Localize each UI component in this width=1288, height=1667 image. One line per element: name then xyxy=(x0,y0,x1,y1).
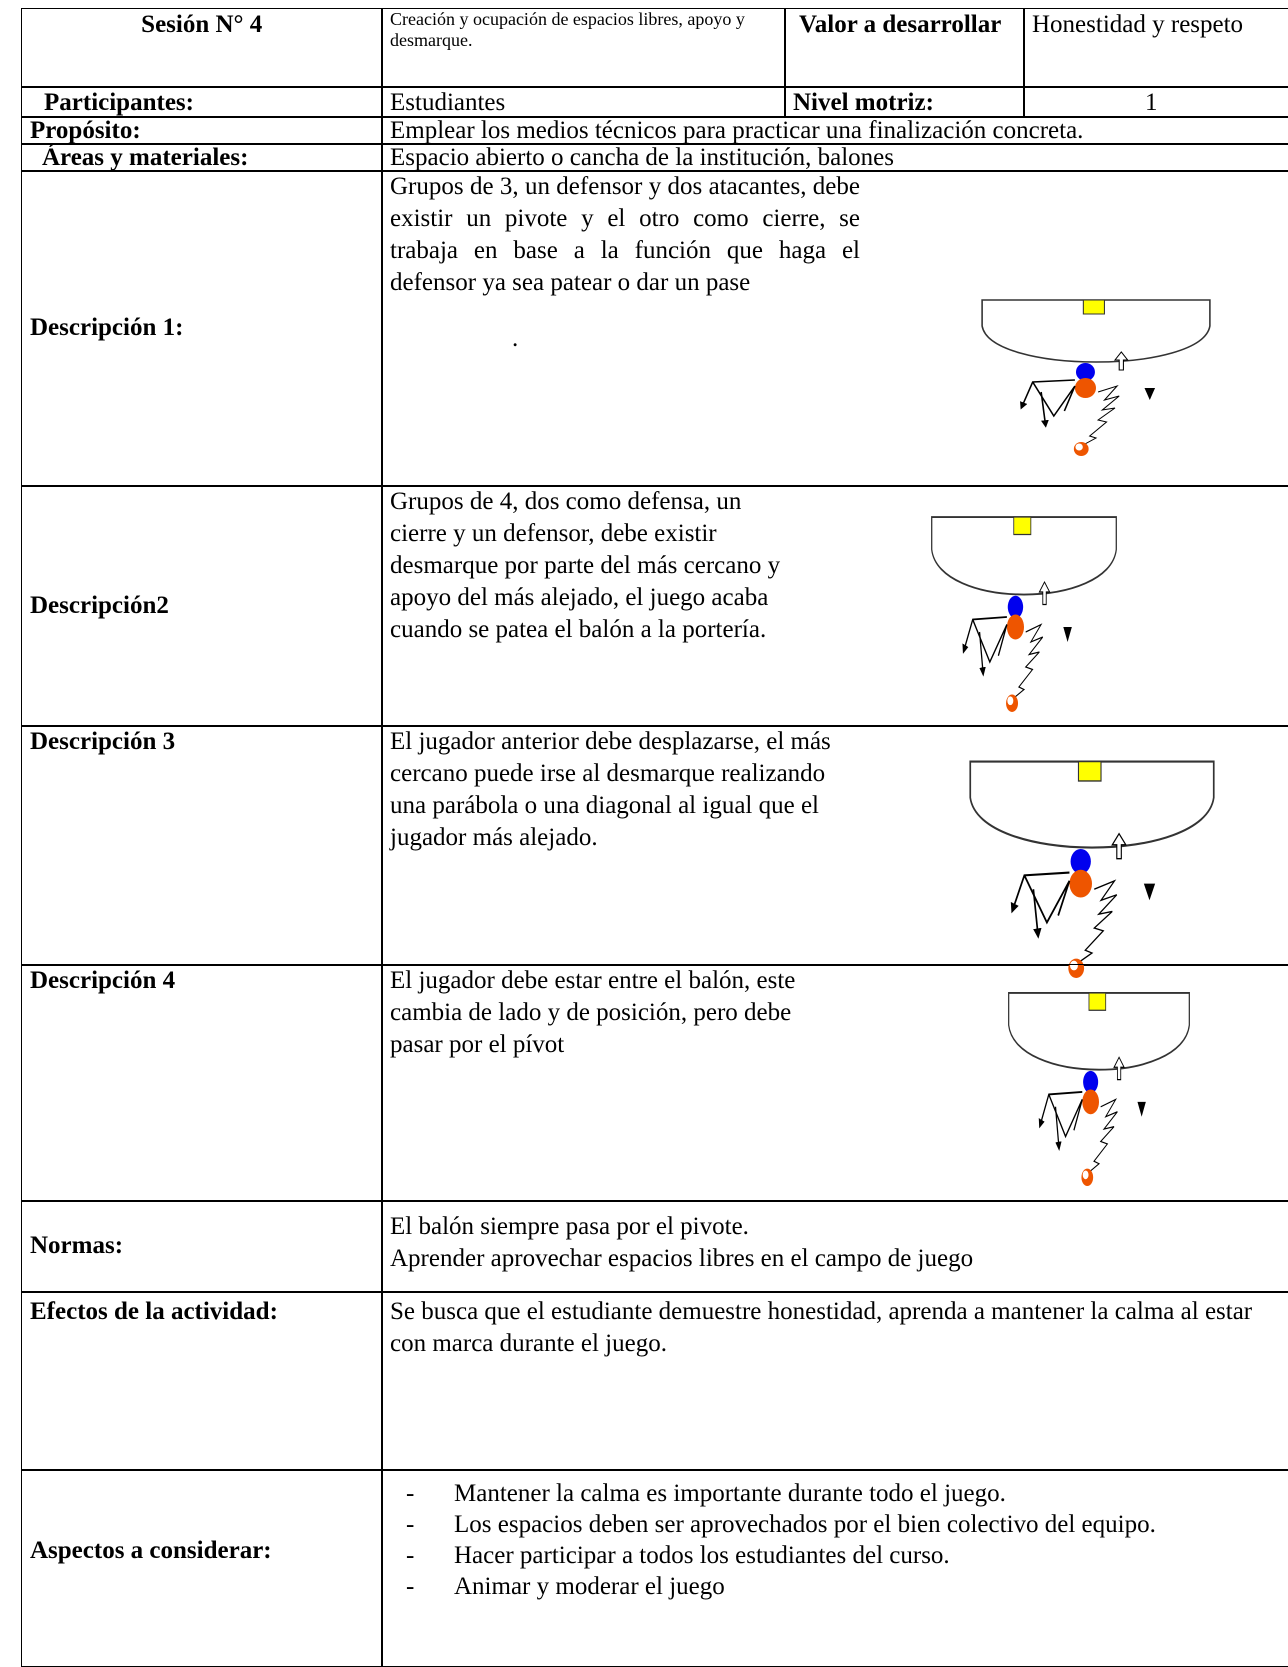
topic-cell: Creación y ocupación de espacios libres,… xyxy=(381,8,786,88)
description-cell: El jugador anterior debe desplazarse, el… xyxy=(381,725,1288,966)
participants-label: Participantes: xyxy=(21,86,383,118)
description-text: Grupos de 4, dos como defensa, un cierre… xyxy=(390,488,781,643)
aspect-item: Mantener la calma es importante durante … xyxy=(390,1478,1210,1509)
description-text: El jugador debe estar entre el balón, es… xyxy=(390,967,796,1058)
description-cell: El jugador debe estar entre el balón, es… xyxy=(381,964,1288,1202)
description-text: El jugador anterior debe desplazarse, el… xyxy=(390,728,831,851)
value-cell: Honestidad y respeto xyxy=(1023,8,1288,88)
description-label: Descripción 1: xyxy=(21,170,383,487)
play-diagram xyxy=(931,516,1117,712)
description-label: Descripción2 xyxy=(21,485,383,727)
areas-label: Áreas y materiales: xyxy=(21,143,383,172)
norms-cell: El balón siempre pasa por el pivote. Apre… xyxy=(381,1200,1288,1293)
norms-label: Normas: xyxy=(21,1200,383,1293)
norm-line: El balón siempre pasa por el pivote. xyxy=(390,1213,749,1240)
level-cell: 1 xyxy=(1023,86,1288,118)
purpose-label: Propósito: xyxy=(21,116,383,145)
participants-cell: Estudiantes xyxy=(381,86,786,118)
description-label: Descripción 3 xyxy=(21,725,383,966)
value-label-cell: Valor a desarrollar xyxy=(784,8,1025,88)
description-text: Grupos de 3, un defensor y dos atacantes… xyxy=(390,173,860,296)
aspects-list: Mantener la calma es importante durante … xyxy=(390,1478,1210,1602)
areas-text: Espacio abierto o cancha de la instituci… xyxy=(381,143,1288,172)
session-cell: Sesión N° 4 xyxy=(21,8,383,88)
purpose-text: Emplear los medios técnicos para practic… xyxy=(381,116,1288,145)
description-note: . xyxy=(512,325,519,352)
effects-label: Efectos de la actividad: xyxy=(21,1291,383,1471)
aspect-item: Hacer participar a todos los estudiantes… xyxy=(390,1540,1210,1571)
play-diagram xyxy=(1008,992,1190,1186)
description-cell: Grupos de 3, un defensor y dos atacantes… xyxy=(381,170,1288,487)
description-label: Descripción 4 xyxy=(21,964,383,1202)
aspects-label: Aspectos a considerar: xyxy=(21,1469,383,1667)
aspect-item: Los espacios deben ser aprovechados por … xyxy=(390,1509,1210,1540)
level-label: Nivel motriz: xyxy=(784,86,1025,118)
norm-line: Aprender aprovechar espacios libres en e… xyxy=(390,1245,974,1272)
aspects-cell: Mantener la calma es importante durante … xyxy=(381,1469,1288,1667)
aspect-item: Animar y moderar el juego xyxy=(390,1571,1210,1602)
play-diagram xyxy=(981,299,1211,456)
effects-text: Se busca que el estudiante demuestre hon… xyxy=(381,1291,1288,1471)
description-cell: Grupos de 4, dos como defensa, un cierre… xyxy=(381,485,1288,727)
play-diagram xyxy=(969,760,1215,978)
